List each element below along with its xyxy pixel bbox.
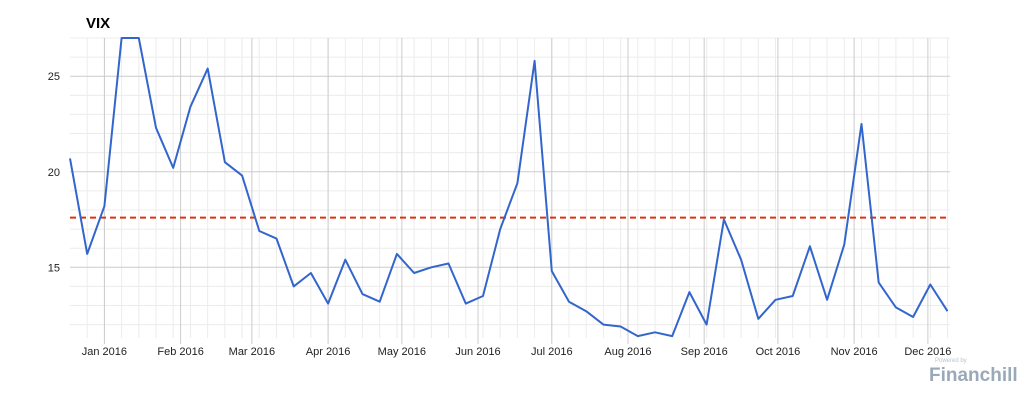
- y-axis-tick-labels: 15 20 25: [48, 71, 60, 274]
- watermark-logo: Powered by Financhill: [929, 358, 1018, 386]
- series-line-vix: [69, 37, 949, 338]
- x-tick-label: Nov 2016: [831, 346, 878, 358]
- x-tick-label: May 2016: [378, 346, 426, 358]
- x-tick-label: Dec 2016: [904, 346, 951, 358]
- y-tick-label: 15: [48, 262, 60, 274]
- watermark-brand: Financhill: [929, 365, 1018, 386]
- watermark-caption: Powered by: [935, 358, 967, 364]
- chart-title: VIX: [86, 15, 110, 32]
- x-tick-label: Jan 2016: [82, 346, 127, 358]
- x-tick-label: Oct 2016: [756, 346, 801, 358]
- x-tick-label: Aug 2016: [604, 346, 651, 358]
- x-tick-label: Jul 2016: [531, 346, 573, 358]
- x-tick-label: Mar 2016: [229, 346, 275, 358]
- y-tick-label: 20: [48, 167, 60, 179]
- x-tick-label: Sep 2016: [681, 346, 728, 358]
- x-tick-label: Feb 2016: [157, 346, 203, 358]
- minor-gridlines: [70, 37, 950, 338]
- x-tick-label: Jun 2016: [455, 346, 500, 358]
- x-axis-tick-labels: Jan 2016 Feb 2016 Mar 2016 Apr 2016 May 2016…: [82, 346, 952, 358]
- y-tick-label: 25: [48, 71, 60, 83]
- x-tick-label: Apr 2016: [306, 346, 351, 358]
